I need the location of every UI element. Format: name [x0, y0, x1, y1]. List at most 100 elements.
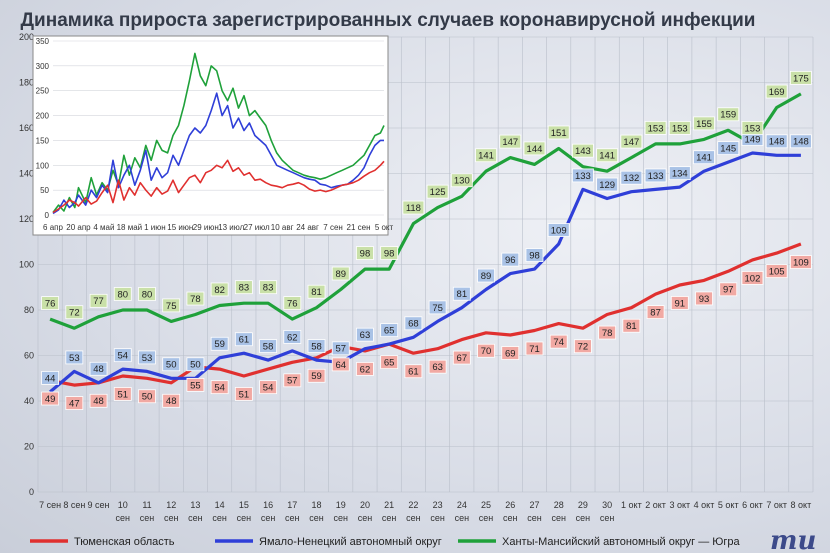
inset-x-tick-label: 13 июл [218, 223, 244, 232]
main-data-label: 132 [623, 173, 639, 184]
main-y-tick-label: 120 [19, 214, 34, 224]
main-data-label-bg [162, 393, 181, 408]
main-x-tick-label: 7 окт [766, 500, 787, 510]
main-data-label: 71 [529, 344, 540, 355]
main-y-tick-label: 200 [19, 32, 34, 42]
main-x-tick-label: 23 [433, 500, 443, 510]
main-series-lines [49, 92, 802, 394]
main-data-label: 78 [602, 328, 613, 339]
main-data-label: 149 [745, 134, 761, 145]
main-x-tick-label-month: сен [164, 513, 179, 523]
main-data-label: 75 [166, 301, 177, 312]
main-x-tick-label-month: сен [188, 513, 203, 523]
main-x-tick-label: 3 окт [669, 500, 690, 510]
main-data-labels: 49 47 48 51 50 48 55 54 51 54 57 59 64 62 65 61 63 67 70 69… [41, 70, 812, 410]
main-x-tick-label-month: сен [237, 513, 252, 523]
main-data-label-bg [210, 380, 229, 395]
main-x-tick-label: 22 [408, 500, 418, 510]
main-data-label: 148 [769, 137, 785, 148]
inset-y-tick-label: 50 [40, 186, 49, 195]
main-data-label: 109 [551, 225, 567, 236]
main-data-label-bg [89, 393, 108, 408]
inset-y-axis: 0 50 100 150 200 250 300 350 [36, 37, 50, 220]
inset-x-tick-label: 6 апр [43, 223, 63, 232]
main-data-label-bg [501, 252, 520, 267]
main-data-label: 98 [384, 248, 395, 259]
main-y-tick-label: 160 [19, 123, 34, 133]
main-x-tick-label: 7 сен [39, 500, 61, 510]
main-data-label-bg [765, 264, 788, 279]
inset-y-tick-label: 100 [36, 161, 50, 170]
main-data-label-bg [596, 177, 619, 192]
main-data-label: 153 [745, 123, 761, 134]
inset-y-tick-label: 250 [36, 87, 50, 96]
main-x-tick-label-month: сен [455, 513, 470, 523]
main-data-label-bg [356, 362, 374, 376]
main-data-label: 54 [263, 383, 274, 394]
inset-x-tick-label: 27 июл [244, 223, 270, 232]
main-data-label-bg [547, 125, 570, 140]
main-x-tick-label: 21 [384, 500, 394, 510]
main-data-label: 53 [69, 353, 80, 364]
main-data-label: 58 [263, 341, 274, 352]
main-y-tick-label: 180 [19, 78, 34, 88]
main-x-tick-label: 6 окт [742, 500, 763, 510]
main-data-label: 48 [166, 396, 177, 407]
main-data-label-bg [477, 268, 495, 283]
main-data-label: 70 [481, 346, 492, 357]
main-data-label: 97 [723, 285, 734, 296]
main-data-label-bg [283, 373, 302, 388]
main-data-label-bg [41, 296, 60, 311]
main-data-label: 62 [360, 364, 371, 375]
main-data-label-bg [646, 305, 665, 319]
main-x-tick-label: 18 [312, 500, 322, 510]
main-data-label: 67 [457, 353, 468, 364]
main-data-label-bg [259, 280, 277, 295]
main-data-label-bg [210, 336, 229, 351]
main-data-label-bg [162, 298, 181, 313]
main-data-label: 57 [335, 344, 346, 355]
main-x-tick-label-month: сен [140, 513, 155, 523]
legend-item-ugra: Ханты-Мансийский автономный округ — Югра [502, 536, 741, 548]
logo-text: mu [770, 526, 816, 553]
main-data-label-bg [65, 350, 84, 365]
main-data-label-bg [741, 121, 764, 135]
main-data-label: 50 [142, 392, 153, 403]
main-data-label: 134 [672, 169, 688, 180]
main-data-label: 78 [190, 294, 201, 305]
main-y-axis: 0 20 40 60 80 100 120 140 160 180 200 [19, 32, 34, 497]
inset-y-tick-label: 200 [36, 112, 50, 121]
main-x-tick-label-month: сен [503, 513, 518, 523]
inset-y-tick-label: 350 [36, 37, 50, 46]
main-data-label: 153 [648, 123, 664, 134]
main-data-label-bg [404, 316, 423, 331]
main-data-label: 68 [408, 319, 419, 330]
main-data-label-bg [695, 291, 713, 306]
main-data-label-bg [523, 141, 546, 156]
main-data-label: 69 [505, 348, 516, 359]
main-data-label: 61 [408, 367, 419, 378]
main-data-label: 98 [360, 248, 371, 259]
inset-x-tick-label: 29 июн [193, 223, 219, 232]
main-data-label: 81 [457, 289, 468, 300]
main-data-label-bg [259, 380, 277, 395]
main-data-label-bg [693, 116, 715, 131]
inset-x-tick-label: 15 июн [167, 223, 193, 232]
main-y-tick-label: 20 [24, 442, 34, 452]
main-data-label-bg [452, 286, 471, 301]
main-x-tick-label: 25 [481, 500, 491, 510]
main-data-label-bg [428, 359, 447, 374]
main-data-label-bg [210, 282, 229, 297]
main-x-tick-label-month: сен [333, 513, 348, 523]
main-data-label: 63 [360, 330, 371, 341]
main-data-label: 76 [45, 299, 56, 310]
inset-series-line-0 [52, 159, 385, 214]
main-x-tick-label-month: сен [116, 513, 131, 523]
main-data-label-bg [477, 343, 495, 358]
main-data-label: 54 [117, 351, 128, 362]
main-data-label: 76 [287, 299, 298, 310]
main-data-label: 51 [239, 389, 250, 400]
main-data-label-bg [331, 341, 350, 356]
main-x-tick-label: 24 [457, 500, 467, 510]
